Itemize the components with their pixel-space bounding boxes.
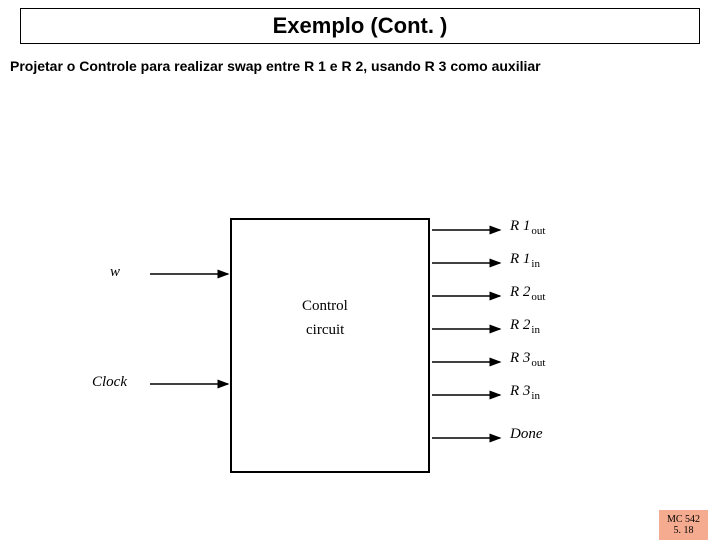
box-label-circuit: circuit (306, 322, 344, 339)
output-label: R 1out (510, 218, 545, 237)
control-diagram: Control circuit w Clock R 1out R 1in R 2out R… (0, 188, 720, 498)
output-label: Done (510, 426, 543, 443)
output-label: R 3out (510, 350, 545, 369)
page-title: Exemplo (Cont. ) (273, 13, 448, 38)
footer-line-2: 5. 18 (667, 525, 700, 536)
subtitle: Projetar o Controle para realizar swap e… (10, 58, 710, 74)
output-label: R 1in (510, 251, 540, 270)
footer-badge: MC 542 5. 18 (659, 510, 708, 540)
output-label: R 3in (510, 383, 540, 402)
box-label-control: Control (302, 298, 348, 315)
input-label-w: w (110, 264, 120, 281)
footer-line-1: MC 542 (667, 514, 700, 525)
output-label: R 2in (510, 317, 540, 336)
input-label-clock: Clock (92, 374, 127, 391)
output-label: R 2out (510, 284, 545, 303)
control-box (230, 218, 430, 473)
title-box: Exemplo (Cont. ) (20, 8, 700, 44)
